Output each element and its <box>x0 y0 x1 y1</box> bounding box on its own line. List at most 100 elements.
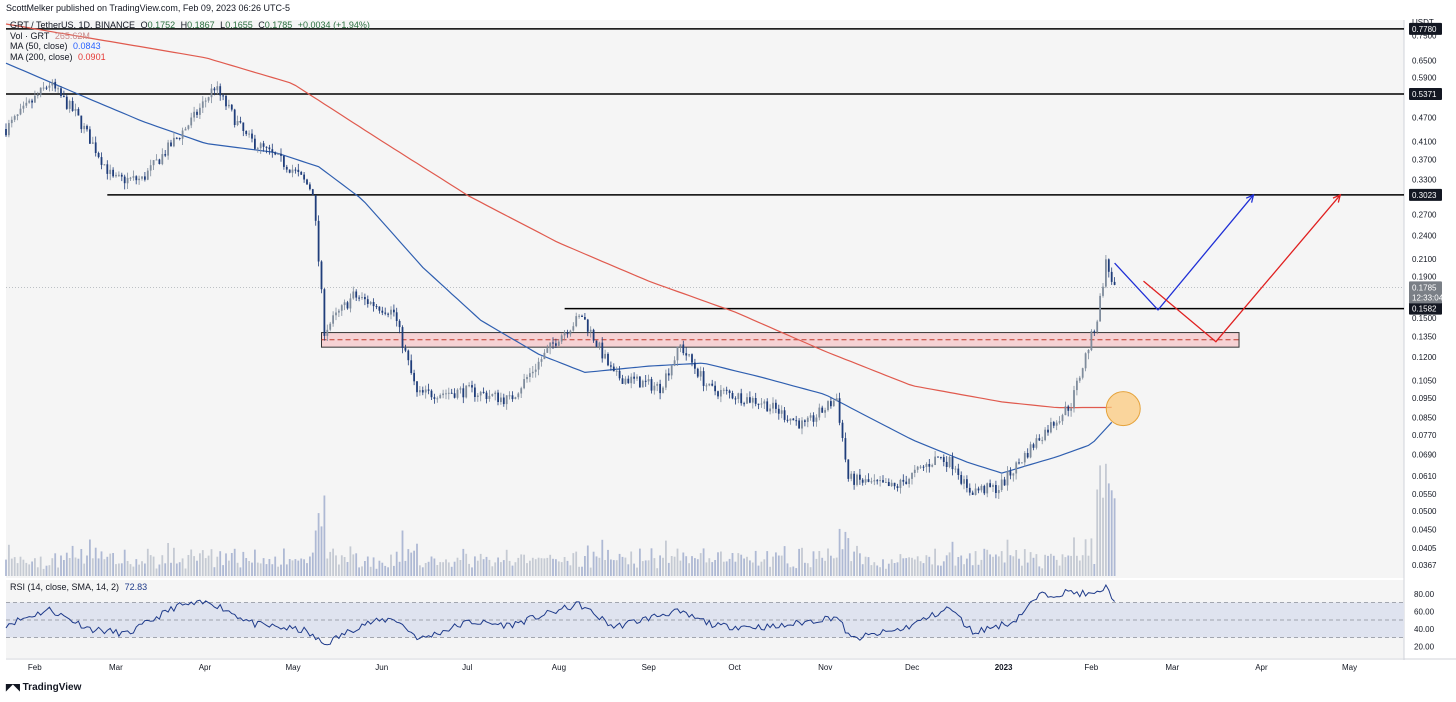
candle-body <box>1102 286 1104 296</box>
volume-bar <box>714 560 716 576</box>
candle-body <box>48 85 51 88</box>
volume-bar <box>859 553 861 576</box>
volume-bar <box>118 563 120 576</box>
volume-bar <box>149 555 152 576</box>
candle-body <box>636 376 638 379</box>
candle-body <box>381 310 384 313</box>
volume-bar <box>922 563 925 576</box>
volume-bar <box>13 557 16 576</box>
volume-bar <box>1073 537 1075 576</box>
candle-body <box>419 390 421 393</box>
candle-body <box>245 131 248 135</box>
volume-bar <box>722 561 725 576</box>
candle-body <box>34 95 36 103</box>
price-tick-label: 0.2400 <box>1412 231 1437 240</box>
candle-body <box>1058 421 1061 423</box>
candle-body <box>5 129 7 136</box>
volume-bar <box>485 556 488 576</box>
volume-bar <box>983 548 986 576</box>
tradingview-logo[interactable]: ◤◥ TradingView <box>6 682 81 693</box>
volume-bar <box>665 540 667 576</box>
candle-body <box>1093 331 1096 333</box>
volume-bar <box>259 563 262 576</box>
candle-body <box>488 395 491 399</box>
candle-body <box>957 468 960 475</box>
volume-bar <box>1067 555 1070 576</box>
candle-body <box>456 389 459 398</box>
candle-body <box>630 376 633 384</box>
price-tick-label: 0.3300 <box>1412 176 1437 185</box>
volume-bar <box>303 559 305 576</box>
candle-body <box>873 480 876 482</box>
candle-body <box>361 297 363 299</box>
candle-body <box>86 125 88 130</box>
candle-body <box>705 385 708 387</box>
candle-body <box>60 88 62 96</box>
volume-bar <box>641 561 644 576</box>
volume-bar <box>132 566 135 576</box>
candle-body <box>178 138 181 139</box>
volume-bar <box>520 554 523 576</box>
volume-bar <box>1105 463 1107 576</box>
volume-bar <box>708 558 711 576</box>
volume-bar <box>639 548 641 576</box>
volume-bar <box>667 562 670 576</box>
volume-bar <box>155 568 158 576</box>
volume-bar <box>804 562 806 576</box>
volume-bar <box>942 561 945 576</box>
candle-body <box>714 385 716 392</box>
candle-body <box>326 329 329 336</box>
price-tick-label: 0.0610 <box>1412 472 1437 481</box>
candle-body <box>1105 259 1107 287</box>
rsi-legend[interactable]: RSI (14, close, SMA, 14, 2) 72.83 <box>10 582 150 592</box>
candle-body <box>945 461 948 467</box>
volume-bar <box>526 563 528 576</box>
volume-bar <box>514 562 517 576</box>
candle-body <box>173 137 175 147</box>
candle-body <box>479 391 482 396</box>
candle-body <box>1029 444 1032 458</box>
volume-bar <box>262 558 265 576</box>
volume-bar <box>737 553 740 576</box>
candle-body <box>847 459 850 479</box>
rsi-tick-label: 80.00 <box>1414 590 1435 599</box>
candle-body <box>54 81 57 89</box>
candle-body <box>546 348 549 353</box>
volume-bar <box>749 560 751 576</box>
last-price-tag <box>1409 281 1442 304</box>
price-tick-label: 0.0550 <box>1412 490 1437 499</box>
volume-bar <box>141 561 143 576</box>
volume-bar <box>387 567 389 576</box>
ma200-legend[interactable]: MA (200, close) 0.0901 <box>10 52 109 62</box>
volume-bar <box>769 566 771 576</box>
volume-bar <box>760 561 763 576</box>
volume-bar <box>68 558 71 576</box>
candle-body <box>123 176 126 184</box>
volume-bar <box>468 563 470 576</box>
candle-body <box>682 344 685 354</box>
candle-body <box>465 385 468 398</box>
symbol-legend[interactable]: GRT / TetherUS, 1D, BINANCE O0.1752 H0.1… <box>10 20 373 30</box>
candle-body <box>586 319 589 332</box>
volume-bar <box>670 556 673 576</box>
volume-bar <box>242 551 245 576</box>
candle-body <box>948 457 951 467</box>
candle-body <box>196 111 198 115</box>
ma50-legend[interactable]: MA (50, close) 0.0843 <box>10 41 104 51</box>
volume-bar <box>51 558 54 576</box>
candle-body <box>364 297 366 300</box>
volume-legend[interactable]: Vol · GRT 265.62M <box>10 31 93 41</box>
candle-body <box>1032 444 1035 448</box>
volume-bar <box>77 558 80 576</box>
candle-body <box>792 418 795 421</box>
volume-bar <box>65 552 68 576</box>
volume-bar <box>1012 556 1015 576</box>
volume-bar <box>786 563 789 576</box>
candle-body <box>746 397 748 404</box>
volume-bar <box>204 558 207 576</box>
volume-bar <box>1102 497 1104 576</box>
volume-bar <box>974 551 977 576</box>
candle-body <box>161 154 164 165</box>
candle-body <box>395 312 398 321</box>
